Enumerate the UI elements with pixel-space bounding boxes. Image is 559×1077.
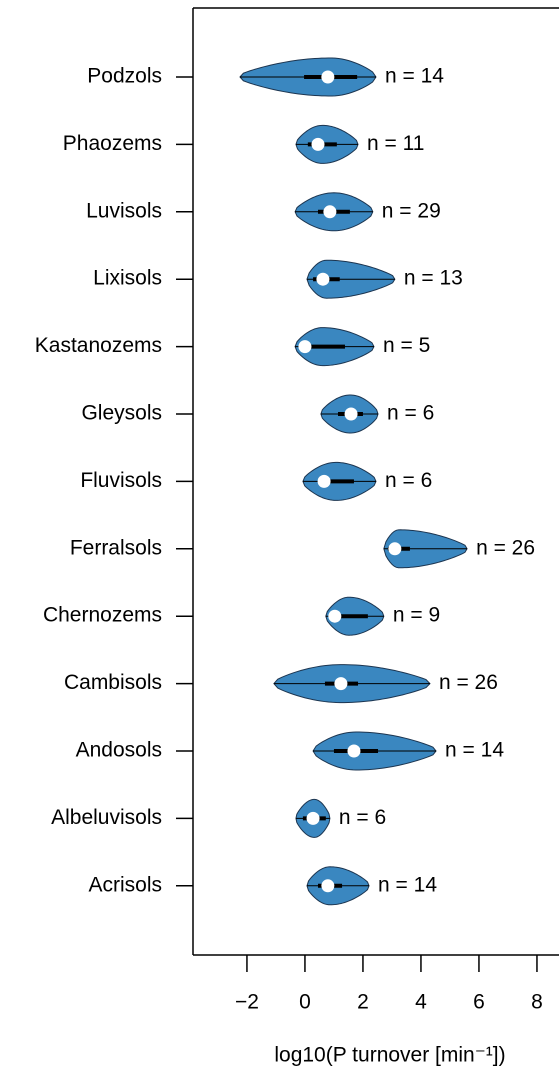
median <box>323 205 337 219</box>
x-tick-label: 2 <box>357 991 369 1014</box>
median <box>321 70 335 84</box>
category-label: Kastanozems <box>35 334 162 357</box>
n-label: n = 6 <box>339 806 386 829</box>
n-label: n = 6 <box>385 469 432 492</box>
x-tick-label: 0 <box>299 991 311 1014</box>
category-label: Podzols <box>87 65 162 88</box>
median <box>311 137 325 151</box>
median <box>388 542 402 556</box>
median <box>298 340 312 354</box>
n-label: n = 11 <box>367 132 424 155</box>
category-label: Ferralsols <box>70 536 162 559</box>
x-tick-label: −2 <box>235 991 259 1014</box>
median <box>334 677 348 691</box>
category-label: Chernozems <box>43 604 162 627</box>
category-label: Phaozems <box>63 132 162 155</box>
median <box>328 609 342 623</box>
x-axis-label: log10(P turnover [min⁻¹]) <box>274 1044 505 1067</box>
x-tick-label: 8 <box>531 991 543 1014</box>
n-label: n = 9 <box>393 604 440 627</box>
category-label: Fluvisols <box>80 469 162 492</box>
category-label: Lixisols <box>93 267 162 290</box>
median <box>306 811 320 825</box>
n-label: n = 26 <box>476 536 535 559</box>
n-label: n = 14 <box>378 873 437 896</box>
n-label: n = 14 <box>385 65 444 88</box>
n-label: n = 29 <box>382 199 441 222</box>
x-tick-label: 4 <box>415 991 427 1014</box>
category-label: Acrisols <box>88 873 162 896</box>
median <box>321 879 335 893</box>
n-label: n = 6 <box>387 402 434 425</box>
n-label: n = 26 <box>439 671 498 694</box>
median <box>317 474 331 488</box>
category-label: Cambisols <box>64 671 162 694</box>
n-label: n = 13 <box>404 267 463 290</box>
category-label: Luvisols <box>86 199 162 222</box>
category-label: Gleysols <box>81 402 162 425</box>
category-label: Albeluvisols <box>51 806 162 829</box>
category-label: Andosols <box>76 739 162 762</box>
n-label: n = 5 <box>383 334 430 357</box>
n-label: n = 14 <box>445 739 504 762</box>
x-tick-label: 6 <box>473 991 485 1014</box>
median <box>347 744 361 758</box>
median <box>316 272 330 286</box>
median <box>344 407 358 421</box>
